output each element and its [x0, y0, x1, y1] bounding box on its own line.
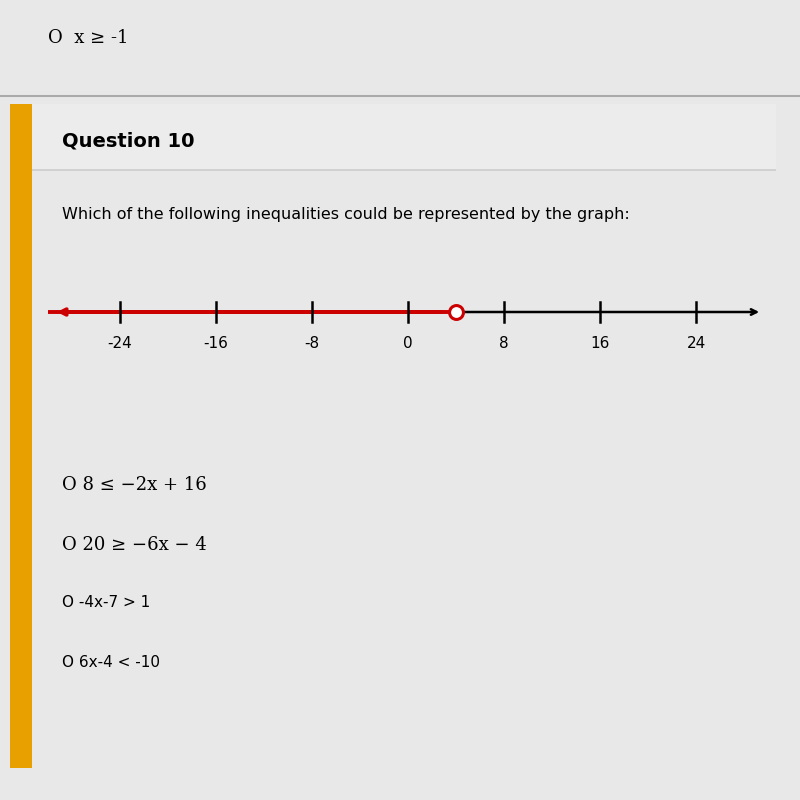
Text: Question 10: Question 10 [62, 131, 194, 150]
Text: O 8 ≤ −2x + 16: O 8 ≤ −2x + 16 [62, 476, 206, 494]
Polygon shape [10, 104, 32, 768]
Text: O 6x-4 < -10: O 6x-4 < -10 [62, 655, 160, 670]
Text: 16: 16 [590, 335, 610, 350]
Text: O  x ≥ -1: O x ≥ -1 [48, 30, 129, 47]
Text: O 20 ≥ −6x − 4: O 20 ≥ −6x − 4 [62, 536, 206, 554]
Text: O -4x-7 > 1: O -4x-7 > 1 [62, 595, 150, 610]
Text: 8: 8 [499, 335, 509, 350]
Text: -24: -24 [108, 335, 132, 350]
Text: Which of the following inequalities could be represented by the graph:: Which of the following inequalities coul… [62, 207, 630, 222]
Text: -16: -16 [203, 335, 229, 350]
Text: 24: 24 [686, 335, 706, 350]
Text: -8: -8 [305, 335, 319, 350]
Bar [32, 104, 776, 170]
Text: 0: 0 [403, 335, 413, 350]
